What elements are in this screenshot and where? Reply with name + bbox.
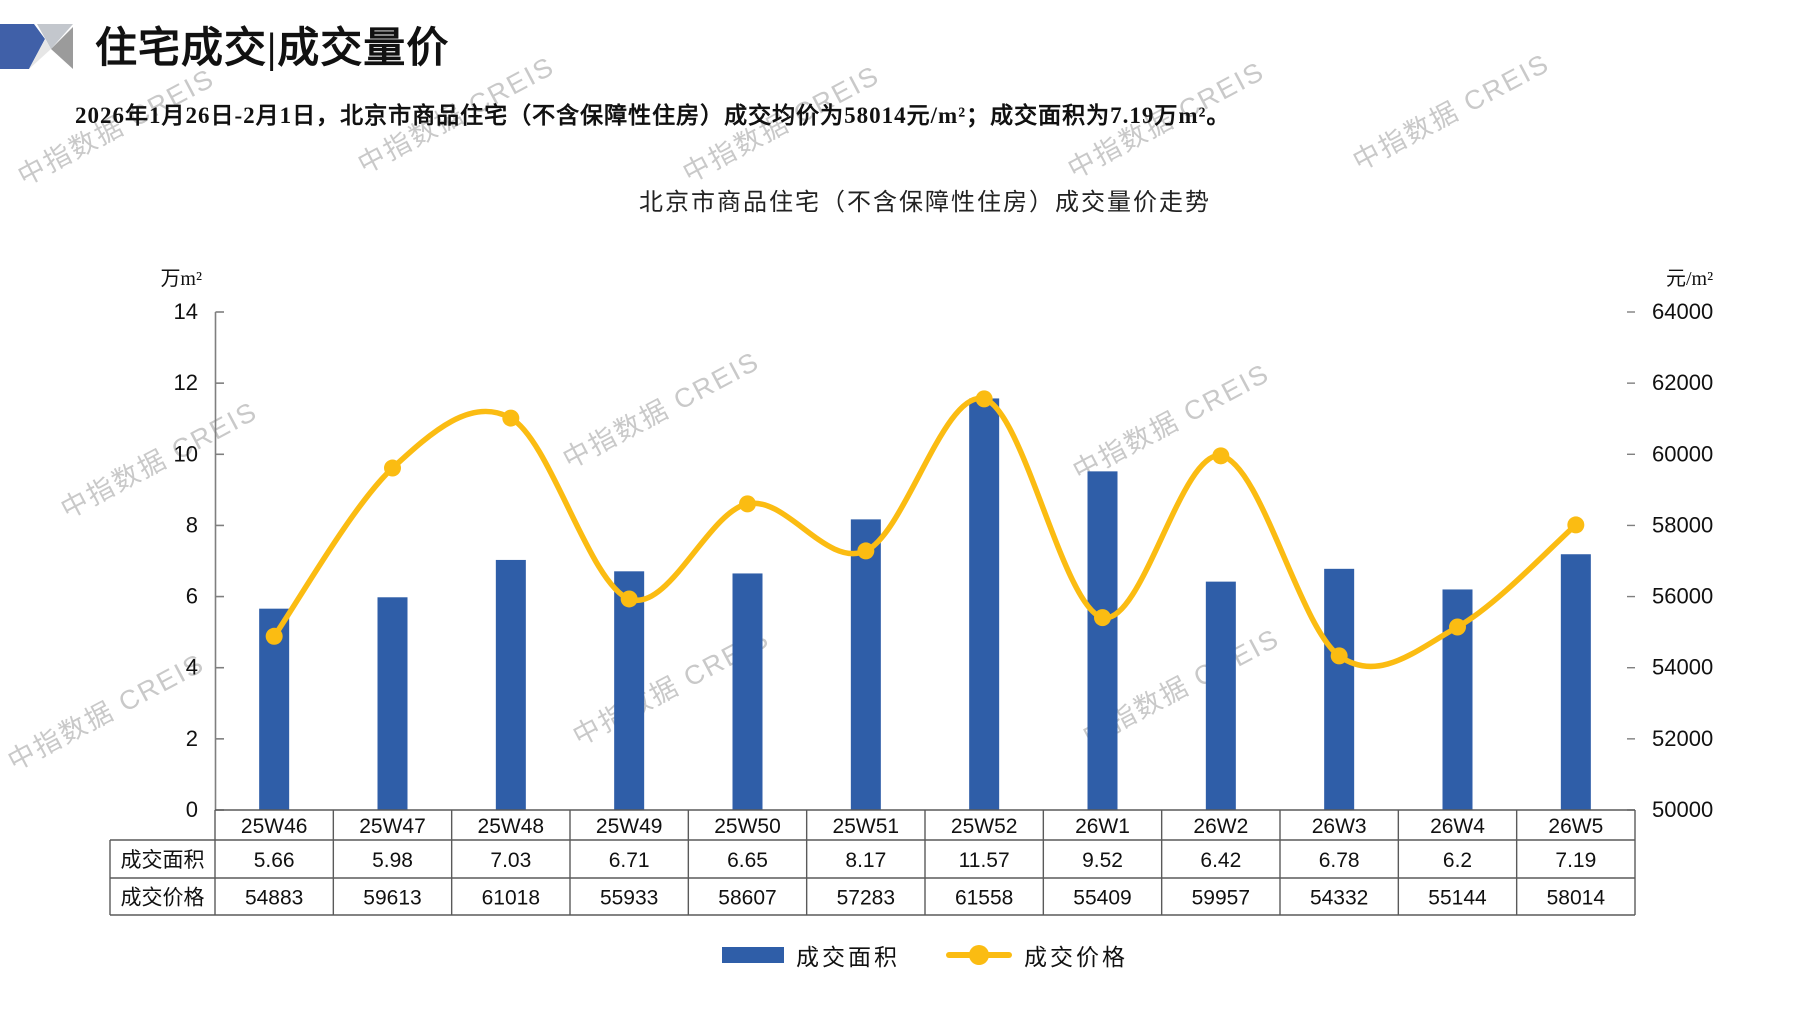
legend-item-price: 成交价格 — [946, 938, 1128, 972]
table-area-value: 7.03 — [490, 849, 531, 872]
page-title: 住宅成交|成交量价 — [95, 26, 450, 72]
bar-25W52 — [969, 398, 1000, 810]
table-week-label: 25W46 — [241, 815, 308, 838]
brand-logo-icon — [0, 24, 73, 69]
price-marker-25W49 — [620, 590, 638, 608]
table-area-value: 6.42 — [1200, 849, 1241, 872]
report-summary-text: 2026年1月26日-2月1日，北京市商品住宅（不含保障性住房）成交均价为580… — [75, 103, 1231, 128]
table-price-value: 55144 — [1428, 887, 1487, 910]
bar-25W51 — [850, 519, 881, 810]
table-area-value: 6.78 — [1319, 849, 1360, 872]
bar-26W3 — [1324, 568, 1355, 810]
table-area-value: 6.71 — [609, 849, 650, 872]
price-marker-25W50 — [739, 495, 756, 513]
table-area-value: 6.2 — [1443, 849, 1472, 872]
right-axis-label: 50000 — [1652, 797, 1713, 822]
price-marker-25W48 — [502, 409, 520, 427]
left-axis-label: 12 — [174, 370, 198, 395]
right-axis-label: 52000 — [1652, 726, 1713, 751]
table-price-value: 54332 — [1310, 887, 1368, 910]
table-area-value: 5.66 — [254, 849, 295, 872]
bar-26W1 — [1087, 471, 1118, 810]
right-axis-unit: 元/m² — [1666, 268, 1714, 290]
left-axis-unit: 万m² — [160, 268, 202, 290]
price-marker-26W5 — [1567, 516, 1585, 534]
table-week-label: 26W3 — [1312, 815, 1367, 838]
table-week-label: 26W4 — [1430, 815, 1485, 838]
right-axis-label: 62000 — [1652, 370, 1713, 395]
table-price-value: 61558 — [955, 887, 1013, 910]
price-marker-26W3 — [1330, 647, 1348, 665]
right-axis-label: 58000 — [1652, 512, 1713, 537]
table-week-label: 26W1 — [1075, 815, 1130, 838]
table-price-value: 54883 — [245, 887, 303, 910]
legend-label-price: 成交价格 — [1024, 945, 1128, 970]
table-area-value: 11.57 — [959, 849, 1010, 872]
right-axis-label: 60000 — [1652, 441, 1713, 466]
price-marker-26W4 — [1449, 618, 1466, 636]
table-price-value: 58014 — [1547, 887, 1606, 910]
table-price-value: 58607 — [718, 887, 776, 910]
price-marker-26W2 — [1212, 447, 1230, 465]
left-axis-label: 0 — [186, 797, 198, 822]
left-axis-label: 2 — [186, 726, 198, 751]
line-dot-swatch-icon — [946, 944, 1012, 966]
chart-legend: 成交面积 成交价格 — [215, 938, 1635, 972]
table-week-label: 25W51 — [833, 815, 900, 838]
table-area-value: 7.19 — [1555, 849, 1596, 872]
right-axis-label: 56000 — [1652, 584, 1713, 609]
table-area-value: 8.17 — [845, 849, 886, 872]
table-price-value: 61018 — [482, 887, 540, 910]
table-week-label: 25W48 — [478, 815, 545, 838]
table-week-label: 25W50 — [714, 815, 781, 838]
price-line — [271, 395, 1579, 670]
price-marker-25W52 — [975, 390, 993, 408]
left-axis-label: 10 — [174, 441, 198, 466]
price-marker-25W47 — [384, 459, 401, 477]
table-area-value: 5.98 — [372, 849, 413, 872]
bar-25W48 — [495, 559, 526, 810]
right-axis-label: 64000 — [1652, 299, 1713, 324]
table-area-value: 9.52 — [1082, 849, 1123, 872]
table-row-header-price: 成交价格 — [121, 886, 205, 910]
table-price-value: 59613 — [363, 887, 421, 910]
table-week-label: 25W49 — [596, 815, 663, 838]
bar-26W5 — [1560, 554, 1591, 810]
left-axis-label: 4 — [186, 655, 198, 680]
left-axis-label: 8 — [186, 512, 198, 537]
table-price-value: 55933 — [600, 887, 658, 910]
left-axis-label: 14 — [174, 299, 198, 324]
bar-25W47 — [377, 597, 408, 810]
table-area-value: 6.65 — [727, 849, 768, 872]
price-marker-26W1 — [1094, 609, 1111, 627]
bar-25W50 — [732, 573, 763, 810]
table-week-label: 25W52 — [951, 815, 1018, 838]
table-week-label: 26W2 — [1193, 815, 1248, 838]
bar-25W49 — [614, 571, 645, 810]
chart-title: 北京市商品住宅（不含保障性住房）成交量价走势 — [639, 190, 1211, 216]
bar-swatch-icon — [722, 947, 784, 963]
legend-item-area: 成交面积 — [722, 938, 900, 972]
bar-26W2 — [1205, 581, 1236, 810]
table-price-value: 59957 — [1192, 887, 1250, 910]
price-marker-25W51 — [857, 542, 875, 560]
table-row-header-area: 成交面积 — [121, 848, 205, 872]
table-price-value: 55409 — [1073, 887, 1131, 910]
left-axis-label: 6 — [186, 584, 198, 609]
legend-label-area: 成交面积 — [796, 945, 900, 970]
right-axis-label: 54000 — [1652, 655, 1713, 680]
table-week-label: 26W5 — [1548, 815, 1603, 838]
price-marker-25W46 — [265, 627, 283, 645]
table-price-value: 57283 — [837, 887, 895, 910]
table-week-label: 25W47 — [359, 815, 426, 838]
